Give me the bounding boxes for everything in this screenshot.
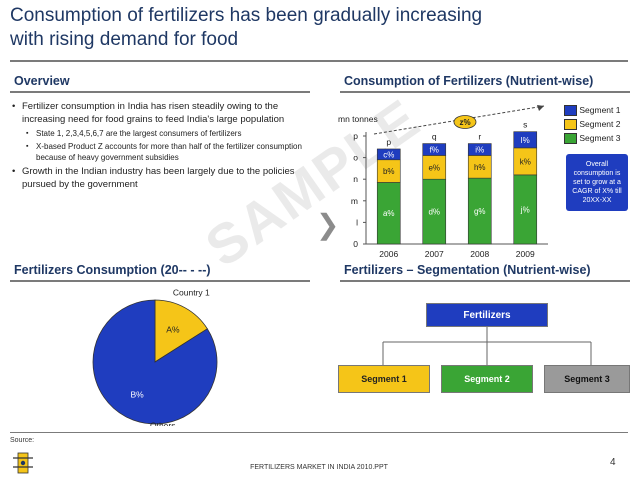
bar-chart: mn tonnes 0 l m n o p a% b% c% p 2006 d% e% f% q 2007 g% h… xyxy=(338,105,548,259)
y-tick-label: 0 xyxy=(353,239,358,249)
seg-box-2: Segment 2 xyxy=(441,365,533,393)
legend-item-seg3: Segment 3 xyxy=(564,131,621,145)
bar-chart-heading: Consumption of Fertilizers (Nutrient-wis… xyxy=(344,74,594,88)
page-title-line2: with rising demand for food xyxy=(10,29,239,50)
pie-chart: A% Country 1 B% Others xyxy=(92,288,218,426)
y-tick-label: o xyxy=(353,153,358,163)
bar-data-label: a% xyxy=(383,209,395,218)
pie-chart-heading: Fertilizers Consumption (20-- - --) xyxy=(14,263,211,277)
y-tick-label: m xyxy=(351,196,358,206)
pie-category-label: Others xyxy=(150,421,176,426)
bar-segment xyxy=(422,143,447,156)
footer-rule xyxy=(10,432,628,433)
chevron-right-icon: ❯ xyxy=(316,209,340,240)
legend-label-seg2: Segment 2 xyxy=(579,119,621,129)
y-axis-label: mn tonnes xyxy=(338,114,378,124)
page-title: Consumption of fertilizers has been grad… xyxy=(10,4,620,52)
pie-value-label: B% xyxy=(130,390,144,400)
y-tick-label: n xyxy=(353,174,358,184)
bar-segment xyxy=(467,143,492,156)
legend-swatch-seg1 xyxy=(564,105,577,117)
bar-total-label: q xyxy=(432,132,437,142)
bar-data-label: j% xyxy=(520,205,530,214)
bar-data-label: i% xyxy=(475,146,484,155)
bar-segment xyxy=(513,131,538,149)
legend-item-seg2: Segment 2 xyxy=(564,117,621,131)
y-tick-label: l xyxy=(356,217,358,227)
x-tick-label: 2009 xyxy=(516,249,535,259)
page-title-line1: Consumption of fertilizers has been grad… xyxy=(10,5,483,26)
pie-slice xyxy=(154,299,208,363)
cagr-arrow-head xyxy=(537,105,544,111)
page-number: 4 xyxy=(610,457,616,468)
seg-root-box: Fertilizers xyxy=(426,303,548,327)
segmentation-heading: Fertilizers – Segmentation (Nutrient-wis… xyxy=(344,263,591,277)
y-tick-label: p xyxy=(353,131,358,141)
bar-data-label: d% xyxy=(428,208,440,217)
overview-bullet-1: Fertilizer consumption in India has rise… xyxy=(12,100,302,126)
overview-bullets: Fertilizer consumption in India has rise… xyxy=(12,100,302,193)
footer-title: FERTILIZERS MARKET IN INDIA 2010.PPT xyxy=(250,464,388,471)
overview-bullet-2: Growth in the Indian industry has been l… xyxy=(12,165,302,191)
bar-segment xyxy=(376,148,401,161)
x-tick-label: 2006 xyxy=(379,249,398,259)
overview-sub-bullet-2: X-based Product Z accounts for more than… xyxy=(12,141,302,163)
cagr-value: z% xyxy=(459,118,470,127)
bar-legend: Segment 1 Segment 2 Segment 3 xyxy=(564,103,621,145)
bar-data-label: k% xyxy=(520,157,531,166)
bar-data-label: c% xyxy=(383,150,394,159)
overview-rule xyxy=(10,91,310,93)
pie-category-label: Country 1 xyxy=(173,288,210,298)
bar-total-label: p xyxy=(386,137,391,147)
x-tick-label: 2008 xyxy=(470,249,489,259)
segmentation-rule xyxy=(340,280,630,282)
source-label: Source: xyxy=(10,437,35,444)
overview-sub-bullet-1: State 1, 2,3,4,5,6,7 are the largest con… xyxy=(12,128,302,139)
bar-data-label: b% xyxy=(383,167,395,176)
x-tick-label: 2007 xyxy=(425,249,444,259)
legend-swatch-seg3 xyxy=(564,133,577,145)
cagr-callout: Overall consumption is set to grow at a … xyxy=(566,154,628,211)
legend-item-seg1: Segment 1 xyxy=(564,103,621,117)
bar-total-label: r xyxy=(478,132,481,142)
bar-data-label: e% xyxy=(428,163,440,172)
bar-data-label: h% xyxy=(474,163,486,172)
legend-label-seg3: Segment 3 xyxy=(579,133,621,143)
seg-connectors xyxy=(382,327,592,365)
legend-swatch-seg2 xyxy=(564,119,577,131)
bar-data-label: g% xyxy=(474,207,486,216)
overview-heading: Overview xyxy=(14,74,70,88)
legend-label-seg1: Segment 1 xyxy=(579,105,621,115)
bar-data-label: f% xyxy=(430,146,439,155)
bar-chart-rule xyxy=(340,91,630,93)
pie-chart-rule xyxy=(10,280,310,282)
logo-icon xyxy=(13,452,33,474)
title-rule xyxy=(10,60,628,62)
seg-box-1: Segment 1 xyxy=(338,365,430,393)
pie-slice xyxy=(92,299,218,425)
pie-value-label: A% xyxy=(166,324,180,334)
bar-data-label: l% xyxy=(521,136,530,145)
cagr-bubble xyxy=(453,115,477,129)
seg-box-3: Segment 3 xyxy=(544,365,630,393)
bar-total-label: s xyxy=(523,120,527,130)
